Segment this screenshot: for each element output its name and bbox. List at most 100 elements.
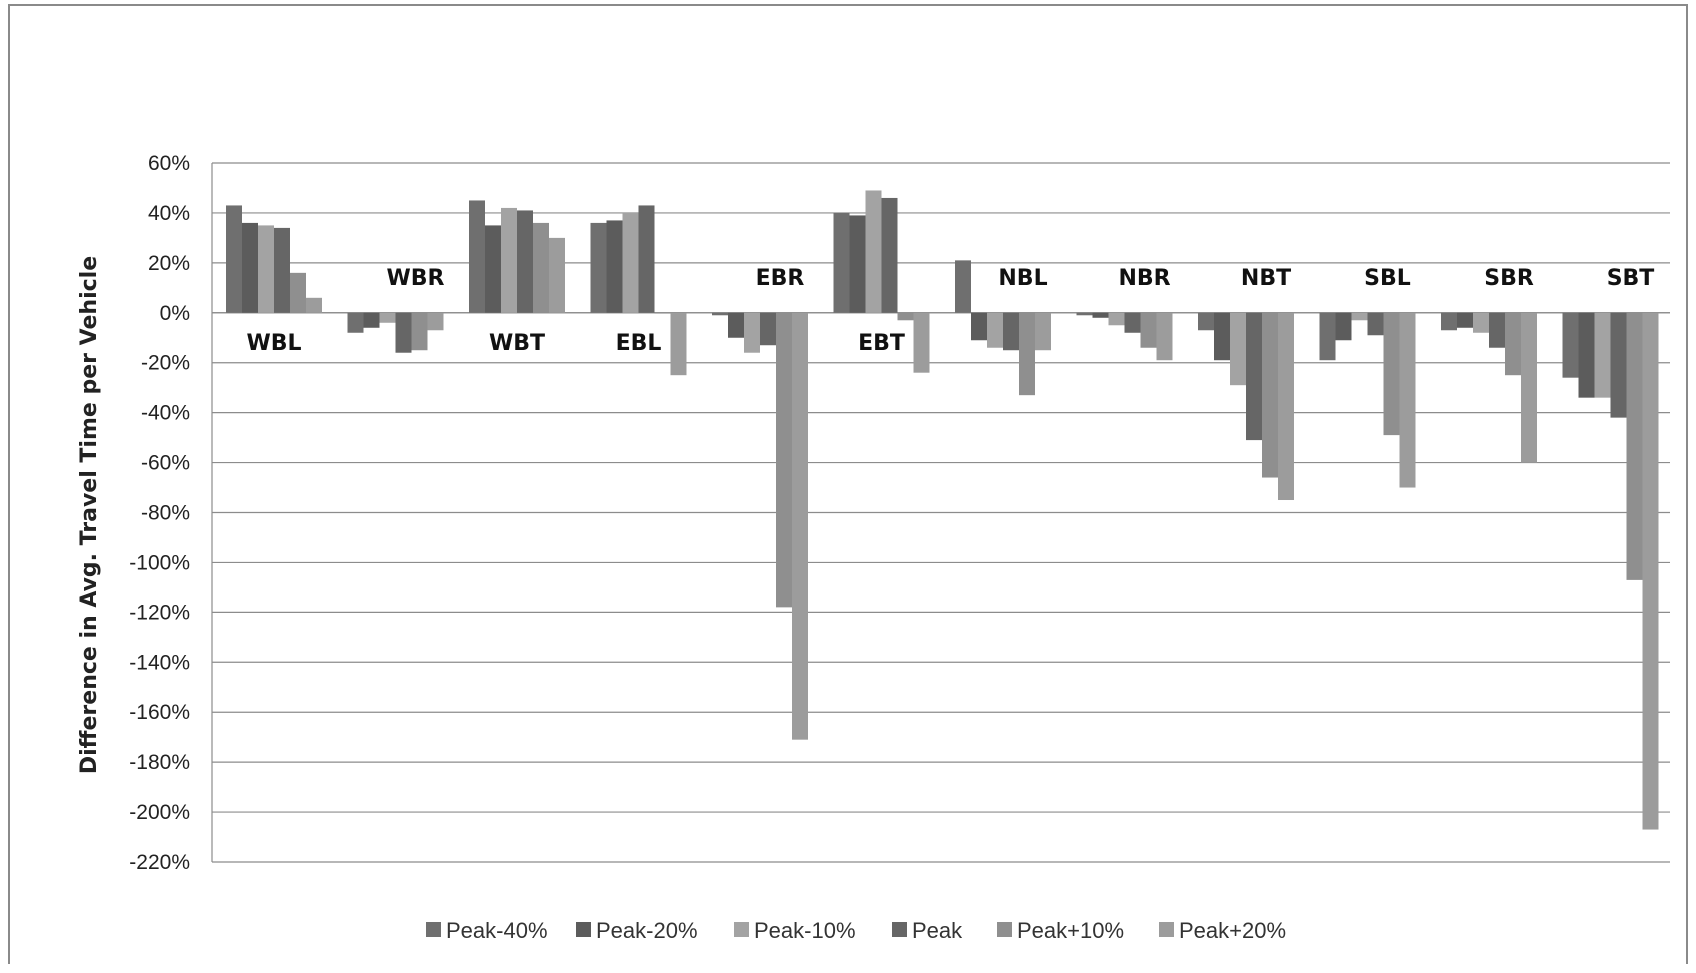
- bar: [517, 210, 533, 313]
- bar: [728, 312, 744, 338]
- bar: [1351, 312, 1368, 321]
- y-tick-label: 20%: [148, 252, 190, 275]
- y-tick-label: -180%: [129, 751, 190, 774]
- y-tick-label: -60%: [141, 452, 190, 475]
- bar: [1489, 312, 1505, 348]
- bar: [955, 260, 971, 313]
- legend-swatch: [997, 922, 1012, 937]
- bar: [1367, 312, 1384, 336]
- y-tick-label: 60%: [148, 152, 190, 175]
- legend-entry: Peak+20%: [1179, 918, 1286, 943]
- bar: [1092, 312, 1109, 318]
- bar: [1399, 312, 1416, 488]
- bar: [881, 197, 898, 313]
- bar: [670, 312, 687, 376]
- bar: [1198, 312, 1214, 331]
- bar: [427, 312, 444, 331]
- bar: [1108, 312, 1125, 326]
- bar: [865, 190, 882, 313]
- legend-swatch: [1159, 922, 1174, 937]
- bar: [776, 312, 792, 608]
- bar: [485, 225, 501, 313]
- bar: [1076, 312, 1093, 316]
- category-label: NBT: [1241, 266, 1291, 291]
- y-tick-label: 40%: [148, 202, 190, 225]
- bars: [226, 190, 1659, 830]
- bar: [1457, 312, 1473, 328]
- legend-swatch: [426, 922, 441, 937]
- bar: [987, 312, 1003, 348]
- bar: [1140, 312, 1157, 348]
- legend-entry: Peak-40%: [446, 918, 548, 943]
- bar: [533, 222, 549, 313]
- bar: [347, 312, 364, 333]
- bar: [501, 207, 517, 313]
- bar: [1610, 312, 1627, 418]
- bar: [1035, 312, 1051, 351]
- category-label: WBL: [246, 331, 301, 356]
- legend-swatch: [734, 922, 749, 937]
- y-tick-label: -40%: [141, 402, 190, 425]
- bar: [1441, 312, 1457, 331]
- legend-entry: Peak+10%: [1017, 918, 1124, 943]
- bar: [792, 312, 808, 740]
- bar: [654, 312, 671, 314]
- category-label: WBR: [387, 266, 445, 291]
- bar: [1578, 312, 1595, 398]
- category-label: SBT: [1607, 266, 1655, 291]
- legend-swatch: [892, 922, 907, 937]
- legend-entry: Peak: [912, 918, 963, 943]
- category-label: SBL: [1364, 266, 1411, 291]
- legend-entry: Peak-20%: [596, 918, 698, 943]
- bar: [290, 272, 306, 313]
- y-tick-label: -120%: [129, 601, 190, 624]
- bar: [1156, 312, 1173, 361]
- bar: [306, 297, 322, 313]
- bar: [1262, 312, 1278, 478]
- bar: [1626, 312, 1643, 580]
- bar: [1124, 312, 1141, 333]
- bar: [897, 312, 914, 321]
- y-tick-label: -20%: [141, 352, 190, 375]
- y-axis-ticks: 60% 40% 20% 0% -20% -40% -60% -80% -100% -120% -14…: [129, 152, 190, 874]
- y-tick-label: -100%: [129, 551, 190, 574]
- gridlines: [211, 162, 1670, 863]
- bar: [469, 200, 485, 313]
- bar: [1335, 312, 1352, 341]
- category-label: EBR: [756, 266, 805, 291]
- bar: [395, 312, 412, 353]
- bar: [849, 215, 866, 313]
- bar: [1003, 312, 1019, 351]
- category-labels: WBL WBR WBT EBL EBR EBT NBL NBR NBT SBL SBR SBT: [246, 266, 1654, 356]
- y-tick-label: -160%: [129, 701, 190, 724]
- category-label: NBL: [998, 266, 1047, 291]
- bar: [258, 225, 274, 313]
- legend-swatch: [576, 922, 591, 937]
- bar: [971, 312, 987, 341]
- bar: [363, 312, 380, 328]
- bar: [1642, 312, 1659, 830]
- bar: [242, 222, 258, 313]
- bar: [1383, 312, 1400, 436]
- bar: [274, 227, 290, 313]
- bar: [379, 312, 396, 323]
- bar: [606, 220, 623, 313]
- category-label: NBR: [1118, 266, 1170, 291]
- y-tick-label: -140%: [129, 651, 190, 674]
- bar: [1214, 312, 1230, 361]
- y-tick-label: -220%: [129, 851, 190, 874]
- bar: [760, 312, 776, 346]
- legend-entry: Peak-10%: [754, 918, 856, 943]
- y-axis-label: Difference in Avg. Travel Time per Vehic…: [77, 256, 102, 774]
- bar: [1505, 312, 1521, 376]
- bar: [1230, 312, 1246, 386]
- bar: [712, 312, 728, 316]
- bar: [1521, 312, 1537, 463]
- y-tick-label: -200%: [129, 801, 190, 824]
- bar: [590, 222, 607, 313]
- bar: [833, 212, 850, 313]
- bar: [549, 237, 565, 313]
- bar: [744, 312, 760, 353]
- bar: [1019, 312, 1035, 396]
